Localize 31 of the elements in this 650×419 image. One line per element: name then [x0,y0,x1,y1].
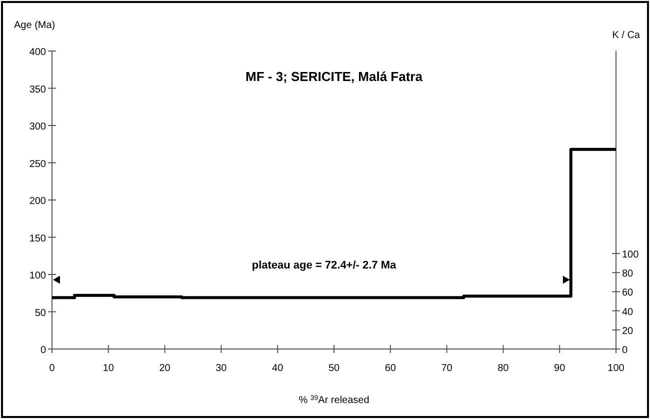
y-tick-label: 250 [29,158,46,170]
y-tick-label: 150 [29,233,46,244]
x-tick-label: 10 [102,363,114,374]
x-tick-label: 40 [272,363,284,374]
x-tick-label: 50 [328,363,340,374]
y-tick-label: 200 [29,196,46,207]
x-tick-label: 90 [554,363,566,374]
x-tick-label: 20 [159,363,171,374]
text: MF - 3; SERICITE, Malá Fatra [246,69,424,84]
y2-tick-label: 100 [622,249,640,260]
y-tick-label: 50 [34,308,46,319]
y2-tick-label: 60 [622,288,634,299]
x-tick-label: 70 [441,363,453,374]
x-tick-label: 100 [608,363,625,374]
y2-tick-label: 20 [622,326,634,337]
annotation: plateau age = 72.4+/- 2.7 Ma [252,260,398,272]
y-tick-label: 300 [29,122,46,132]
y2-tick-label: 40 [622,306,634,318]
x-axis-title: % $^{39}$Ar released [298,394,370,406]
y2-tick-label: 0 [622,345,628,356]
y-axis-title: Age (Ma) [14,20,56,31]
y-tick-label: 100 [29,270,46,282]
x-tick-label: 80 [498,363,510,374]
y-tick-label: 0 [40,345,46,356]
x-tick-label: 60 [384,363,396,374]
y2-tick-label: 80 [622,268,634,280]
y2-axis-title: K / Ca [612,30,640,41]
y-tick-label: 400 [29,47,46,58]
y-tick-label: 350 [29,84,46,96]
x-tick-label: 30 [216,363,228,374]
x-tick-label: 0 [49,363,56,374]
